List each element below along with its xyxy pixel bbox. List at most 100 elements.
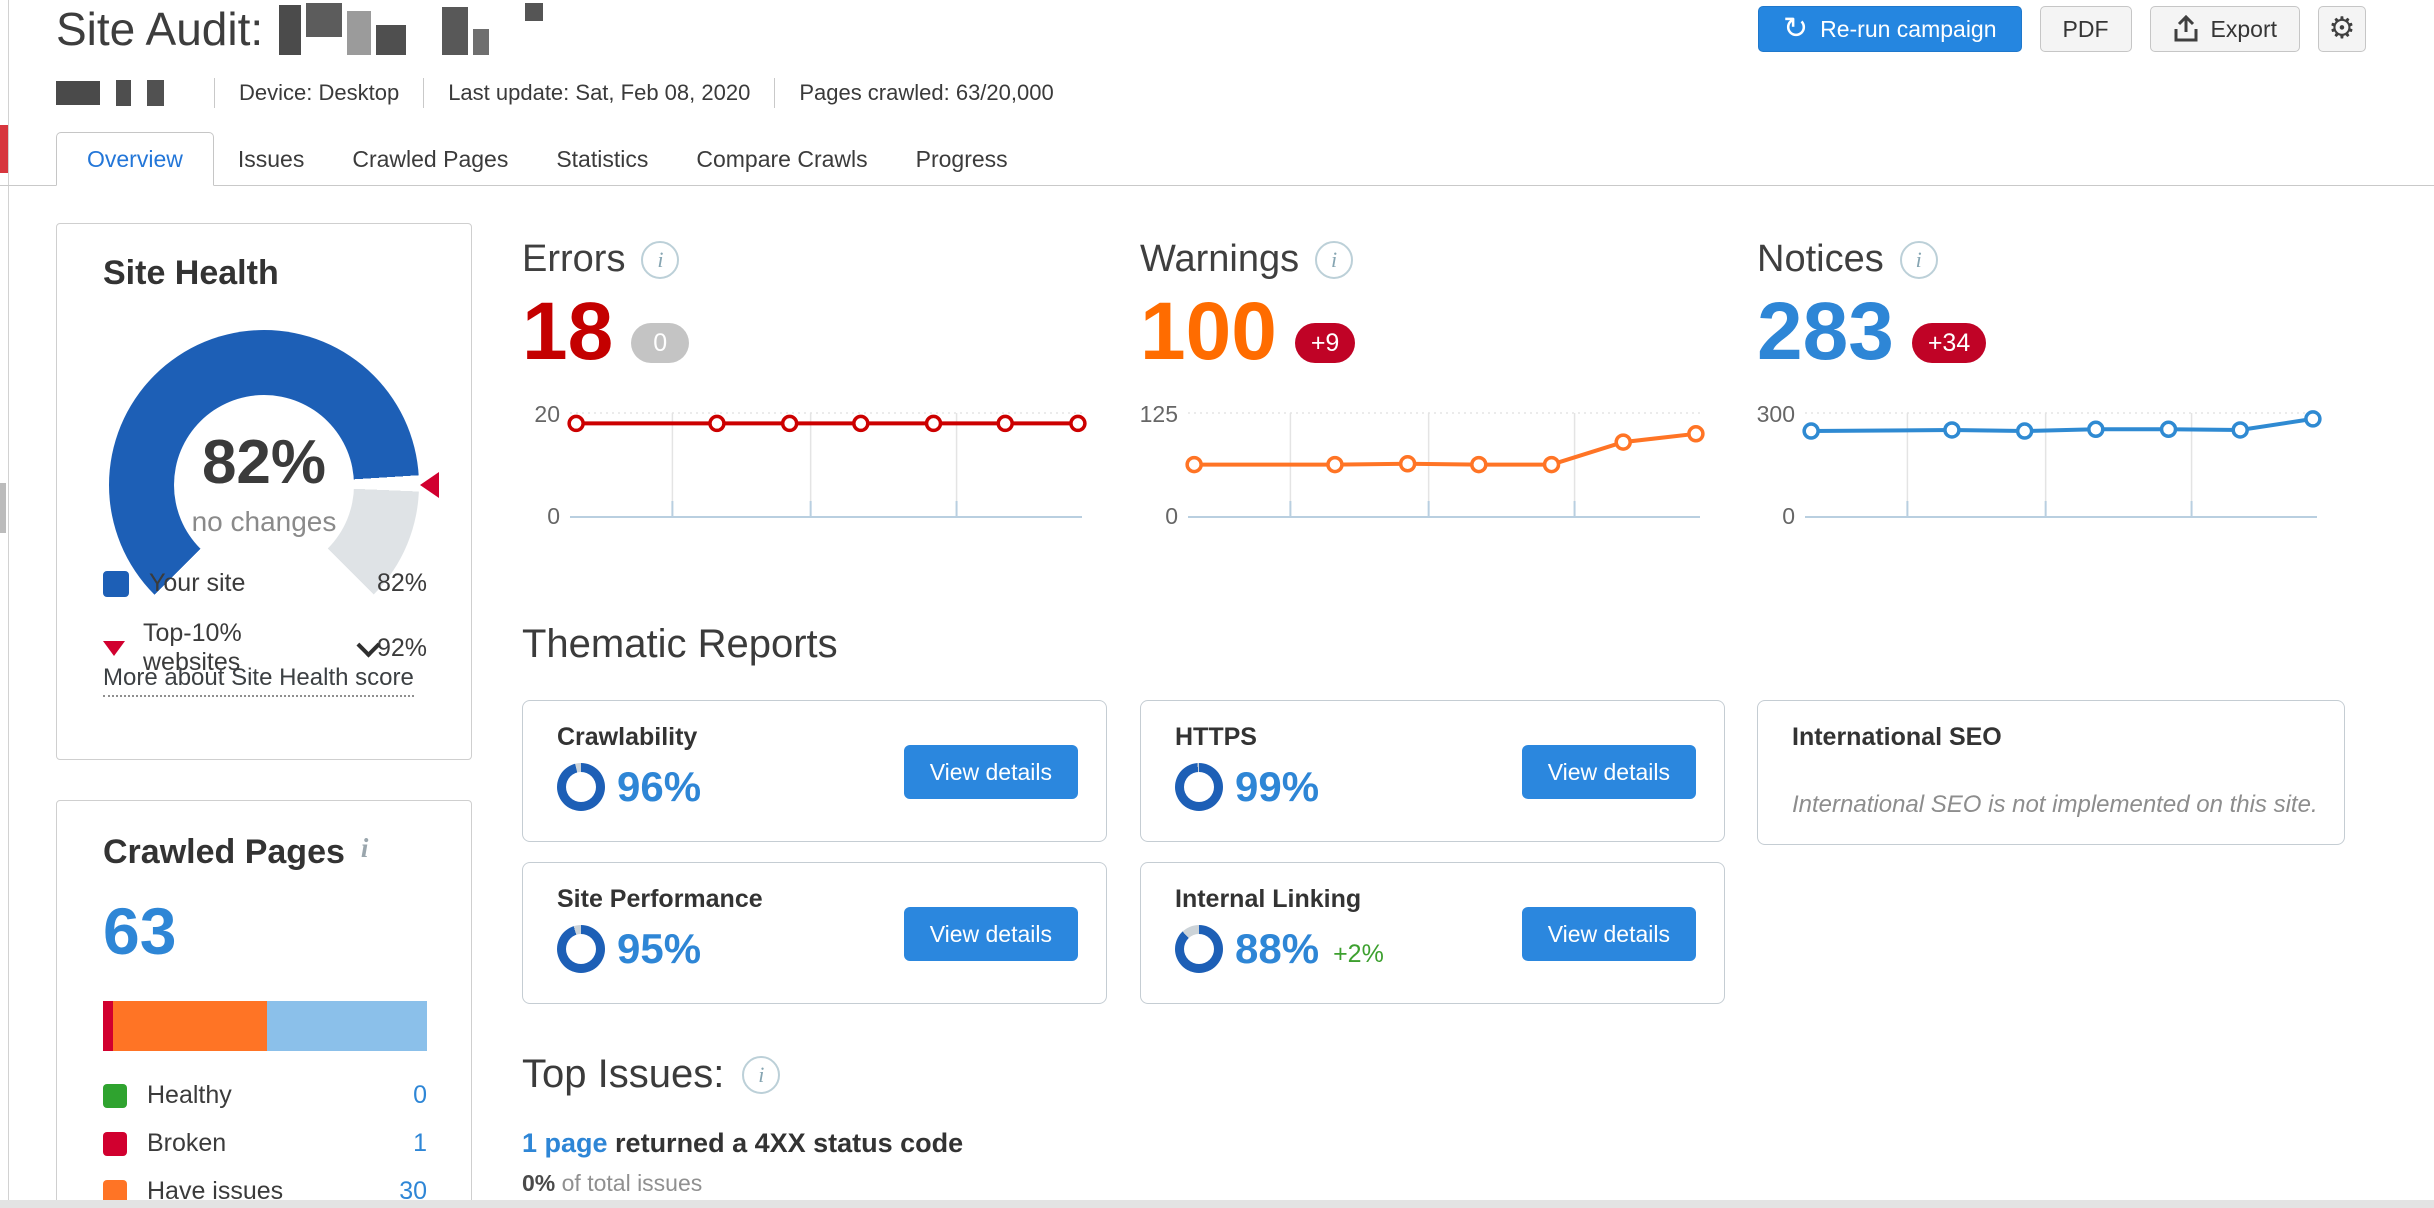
site-health-card: Site Health 82% no changes Your site 82%…	[56, 223, 472, 760]
notices-section: Notices i 283 +34 300 0	[1757, 238, 2325, 531]
internal-linking-delta: +2%	[1333, 939, 1384, 968]
sidebar-active-marker	[0, 125, 8, 173]
info-icon[interactable]: i	[641, 240, 680, 279]
svg-text:0: 0	[1165, 503, 1178, 529]
https-view-details-button[interactable]: View details	[1521, 745, 1696, 799]
warnings-change-badge: +9	[1294, 323, 1356, 363]
site-health-more-link[interactable]: More about Site Health score	[103, 664, 414, 697]
bar-segment-broken	[103, 1001, 113, 1051]
tab-issues[interactable]: Issues	[237, 146, 305, 172]
site-performance-title: Site Performance	[557, 885, 763, 913]
top-issue-stat: 0%	[522, 1170, 556, 1196]
top-issues-heading: Top Issues:	[522, 1052, 725, 1096]
legend-row-healthy: Healthy 0	[103, 1081, 427, 1110]
notices-title: Notices	[1757, 238, 1884, 280]
healthy-swatch	[103, 1083, 127, 1108]
info-icon[interactable]: i	[742, 1055, 781, 1094]
last-update-meta: Last update: Sat, Feb 08, 2020	[448, 80, 751, 105]
header-buttons: ↻ Re-run campaign PDF Export ⚙	[1757, 6, 2366, 52]
export-button[interactable]: Export	[2149, 6, 2300, 52]
crawlability-card: Crawlability 96% View details	[522, 700, 1107, 842]
errors-title: Errors	[522, 238, 626, 280]
international-seo-title: International SEO	[1792, 723, 2002, 751]
divider	[214, 78, 215, 108]
https-card: HTTPS 99% View details	[1140, 700, 1725, 842]
tab-compare-crawls[interactable]: Compare Crawls	[696, 146, 868, 172]
crawled-pages-title: Crawled Pages	[103, 833, 345, 871]
device-meta: Device: Desktop	[239, 80, 400, 105]
errors-section: Errors i 18 0 20 0	[522, 238, 1090, 531]
crawled-pages-stacked-bar	[103, 1001, 427, 1051]
errors-trend-chart: 20 0	[534, 401, 1087, 529]
campaign-meta-row: Device: Desktop Last update: Sat, Feb 08…	[56, 76, 1054, 110]
internal-linking-view-details-button[interactable]: View details	[1521, 907, 1696, 961]
site-performance-view-details-button[interactable]: View details	[903, 907, 1078, 961]
svg-text:0: 0	[1782, 503, 1795, 529]
settings-button[interactable]: ⚙	[2318, 6, 2366, 52]
international-seo-note: International SEO is not implemented on …	[1792, 791, 2318, 818]
thematic-reports-heading: Thematic Reports	[522, 622, 838, 666]
site-performance-card: Site Performance 95% View details	[522, 862, 1107, 1004]
tab-bar: Overview Issues Crawled Pages Statistics…	[0, 132, 2434, 186]
sidebar-scrollbar-thumb[interactable]	[0, 483, 6, 533]
divider	[774, 78, 776, 108]
international-seo-card: International SEO International SEO is n…	[1757, 700, 2345, 845]
redacted-project-name	[279, 3, 544, 55]
https-pct: 99%	[1235, 763, 1320, 810]
crawlability-title: Crawlability	[557, 723, 698, 751]
page-title: Site Audit:	[56, 3, 264, 55]
top-issue-item: 1 page returned a 4XX status code	[522, 1128, 963, 1159]
warnings-section: Warnings i 100 +9 125 0	[1140, 238, 1708, 531]
benchmark-marker-icon	[420, 472, 439, 498]
rerun-campaign-button[interactable]: ↻ Re-run campaign	[1757, 6, 2022, 52]
svg-text:20: 20	[534, 401, 560, 427]
top-issue-link[interactable]: 1 page	[522, 1128, 608, 1158]
top-issue-stat-line: 0% of total issues	[522, 1170, 702, 1197]
your-site-swatch	[103, 570, 129, 597]
pages-crawled-meta: Pages crawled: 63/20,000	[799, 80, 1054, 105]
top-issue-stat-text: of total issues	[555, 1170, 703, 1196]
export-icon	[2174, 15, 2198, 42]
internal-linking-pct: 88%	[1235, 925, 1320, 972]
your-site-value: 82%	[376, 569, 427, 597]
legend-row-top10: Top-10% websites 92%	[103, 619, 427, 677]
errors-value: 18	[522, 286, 614, 377]
svg-text:0: 0	[547, 503, 560, 529]
broken-count[interactable]: 1	[413, 1129, 427, 1157]
pdf-button[interactable]: PDF	[2039, 6, 2132, 52]
divider	[423, 78, 425, 108]
https-ring	[1175, 763, 1223, 811]
info-icon[interactable]: i	[1899, 240, 1938, 279]
tab-crawled-pages[interactable]: Crawled Pages	[352, 146, 509, 172]
site-performance-pct: 95%	[617, 925, 702, 972]
crawled-pages-card: Crawled Pages i 63 Healthy 0 Broken 1 Ha…	[56, 800, 472, 1208]
internal-linking-title: Internal Linking	[1175, 885, 1362, 913]
legend-row-your-site: Your site 82%	[103, 569, 427, 598]
top10-label: Top-10% websites	[143, 619, 242, 676]
tab-progress[interactable]: Progress	[915, 146, 1008, 172]
info-icon[interactable]: i	[1315, 240, 1354, 279]
tab-overview[interactable]: Overview	[56, 132, 214, 186]
crawled-pages-total: 63	[103, 894, 177, 968]
broken-swatch	[103, 1131, 127, 1156]
site-health-title: Site Health	[103, 254, 279, 292]
notices-value: 283	[1757, 286, 1894, 377]
viewport-cutoff-strip	[0, 1200, 2434, 1208]
redacted-domain	[56, 80, 164, 106]
site-performance-ring	[557, 925, 605, 973]
page-title-row: Site Audit:	[56, 2, 544, 56]
info-icon[interactable]: i	[360, 833, 369, 863]
internal-linking-card: Internal Linking 88% +2% View details	[1140, 862, 1725, 1004]
internal-linking-ring	[1175, 925, 1223, 973]
crawlability-view-details-button[interactable]: View details	[903, 745, 1078, 799]
top10-value: 92%	[376, 633, 427, 662]
warnings-title: Warnings	[1140, 238, 1300, 280]
tab-statistics[interactable]: Statistics	[556, 146, 649, 172]
legend-row-broken: Broken 1	[103, 1129, 427, 1158]
warnings-value: 100	[1140, 286, 1277, 377]
your-site-label: Your site	[149, 569, 246, 597]
benchmark-triangle-icon	[103, 640, 125, 656]
site-health-gauge: 82% no changes	[109, 330, 439, 640]
healthy-count[interactable]: 0	[413, 1081, 427, 1109]
